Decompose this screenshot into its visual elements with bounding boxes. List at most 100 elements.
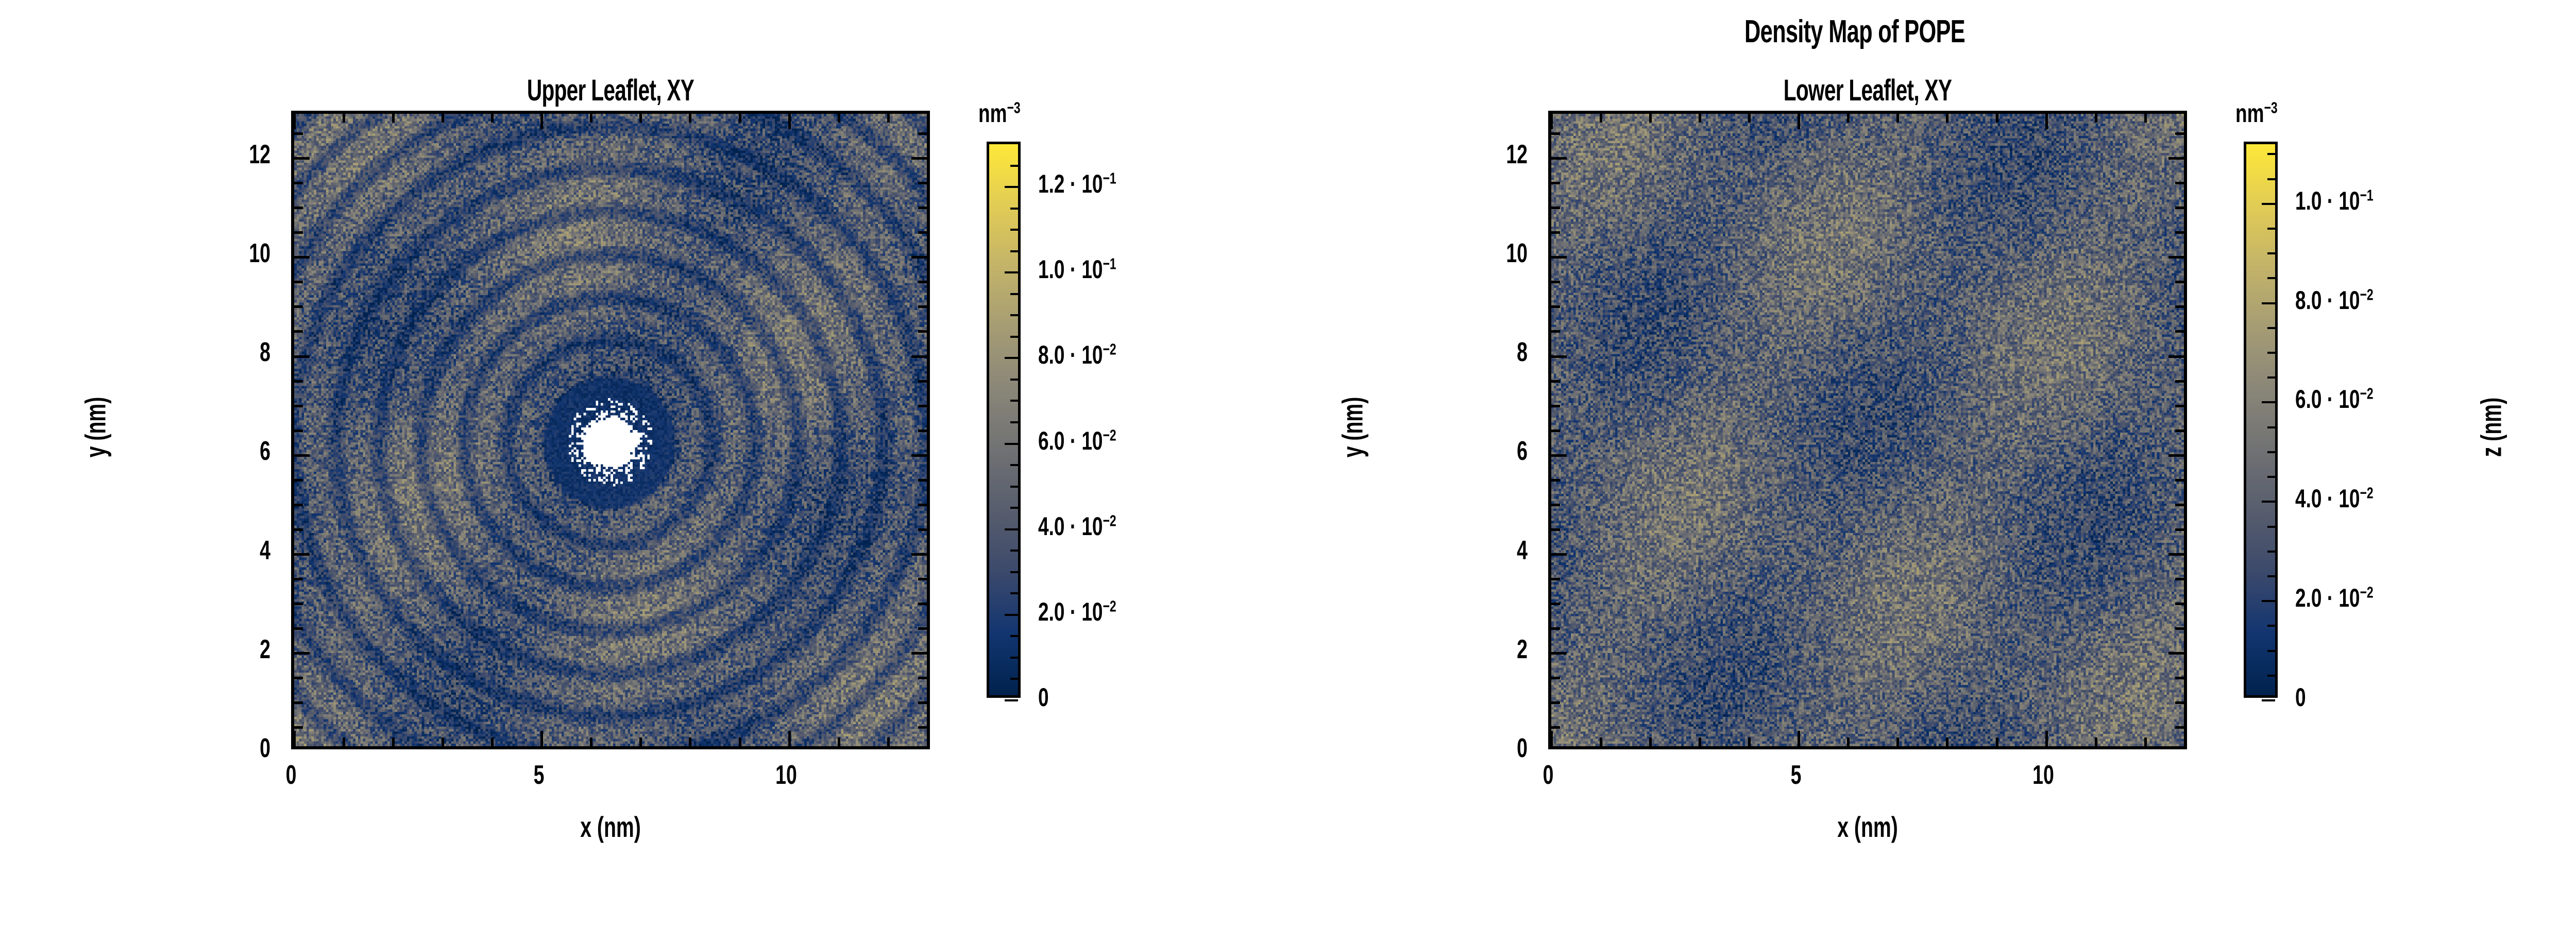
x-axis-minor-tick: [689, 737, 692, 746]
colorbar-unit-exponent: −3: [1007, 98, 1021, 117]
colorbar-unit-text: nm: [978, 99, 1007, 128]
colorbar-minor-tick: [2267, 376, 2275, 379]
y-axis-tick-label: 4: [2558, 185, 2576, 216]
x-axis-minor-tick: [2144, 737, 2147, 746]
colorbar-minor-tick: [1010, 571, 1018, 573]
colorbar-tick-label: 0: [2295, 683, 2306, 712]
x-axis-tick-label: 10: [775, 760, 798, 790]
x-axis-minor-tick: [1896, 114, 1900, 123]
x-axis-tick-label: 10: [2032, 760, 2055, 790]
colorbar-minor-tick: [2267, 227, 2275, 230]
x-axis-major-tick: [1551, 731, 1553, 746]
colorbar-major-tick: [1005, 613, 1018, 616]
colorbar-tick-label: 6.0 · 10−2: [2295, 384, 2374, 414]
colorbar-minor-tick: [2267, 649, 2275, 652]
x-axis-minor-tick: [1896, 737, 1900, 746]
y-axis-major-tick: [2168, 157, 2184, 160]
y-axis-minor-tick: [918, 603, 927, 606]
y-axis-minor-tick: [1551, 627, 1560, 630]
y-axis-minor-tick: [294, 503, 303, 506]
colorbar-tick-label: 1.0 · 10−1: [2295, 186, 2374, 215]
colorbar-tick-label: 2.0 · 10−2: [1038, 597, 1116, 626]
colorbar-minor-tick: [2267, 451, 2275, 453]
colorbar[interactable]: [2244, 142, 2278, 701]
y-axis-tick-label: 10: [249, 238, 270, 268]
x-axis-minor-tick: [1649, 114, 1652, 123]
y-axis-minor-tick: [294, 578, 303, 581]
y-axis-minor-tick: [294, 404, 303, 407]
y-axis-minor-tick: [1551, 281, 1560, 284]
x-axis-tick-label: 0: [285, 760, 297, 790]
colorbar-major-tick: [2262, 699, 2275, 701]
y-axis-tick-label: 2: [1517, 634, 1528, 664]
colorbar-unit-label: nm−3: [978, 98, 1021, 128]
y-axis-minor-tick: [918, 305, 927, 308]
y-axis-minor-tick: [918, 726, 927, 729]
colorbar-tick-label: 1.0 · 10−1: [1038, 254, 1116, 284]
y-axis-minor-tick: [1551, 380, 1560, 383]
x-axis-tick-label: 5: [1790, 760, 1802, 790]
y-axis-major-tick: [294, 256, 310, 259]
y-axis-minor-tick: [1551, 478, 1560, 482]
y-axis-major-tick: [2168, 652, 2184, 655]
y-axis-major-tick: [294, 157, 310, 160]
y-axis-minor-tick: [918, 701, 927, 705]
y-axis-minor-tick: [2175, 528, 2184, 531]
colorbar-major-tick: [2262, 302, 2275, 304]
y-axis-minor-tick: [294, 182, 303, 185]
x-axis-minor-tick: [1748, 737, 1751, 746]
x-axis-minor-tick: [2094, 114, 2097, 123]
y-axis-major-tick: [2168, 553, 2184, 556]
y-axis-minor-tick: [1551, 503, 1560, 506]
panel-title: Upper Leaflet, XY: [527, 74, 694, 107]
x-axis-minor-tick: [1748, 114, 1751, 123]
x-axis-minor-tick: [490, 737, 494, 746]
y-axis-tick-label: 6: [1517, 436, 1528, 467]
y-axis-minor-tick: [294, 207, 303, 210]
colorbar-minor-tick: [2267, 525, 2275, 528]
colorbar-tick-label: 0: [1038, 683, 1049, 712]
colorbar-minor-tick: [2267, 252, 2275, 255]
heatmap-axes[interactable]: [291, 111, 930, 749]
y-axis-major-tick: [1551, 553, 1567, 556]
x-axis-minor-tick: [1995, 114, 1998, 123]
colorbar-tick-label: 1.2 · 10−1: [1038, 169, 1116, 199]
colorbar-minor-tick: [2267, 575, 2275, 577]
x-axis-minor-tick: [441, 737, 444, 746]
colorbar-major-tick: [1005, 528, 1018, 530]
colorbar-minor-tick: [1010, 656, 1018, 659]
y-axis-minor-tick: [2175, 429, 2184, 432]
colorbar-minor-tick: [1010, 507, 1018, 509]
y-axis-minor-tick: [294, 305, 303, 308]
y-axis-minor-tick: [1551, 182, 1560, 185]
x-axis-minor-tick: [887, 737, 890, 746]
x-axis-minor-tick: [1649, 737, 1652, 746]
colorbar-minor-tick: [1010, 464, 1018, 467]
colorbar-minor-tick: [2267, 352, 2275, 354]
x-axis-minor-tick: [738, 737, 741, 746]
y-axis-minor-tick: [2175, 305, 2184, 308]
y-axis-minor-tick: [918, 132, 927, 135]
x-axis-minor-tick: [2144, 114, 2147, 123]
y-axis-minor-tick: [918, 528, 927, 531]
x-axis-major-tick: [294, 731, 296, 746]
y-axis-major-tick: [2168, 454, 2184, 457]
x-axis-label: x (nm): [1837, 811, 1898, 843]
colorbar-major-tick: [1005, 271, 1018, 274]
colorbar[interactable]: [987, 142, 1021, 701]
colorbar-minor-tick: [1010, 335, 1018, 338]
y-axis-major-tick: [911, 553, 927, 556]
colorbar-minor-tick: [1010, 421, 1018, 423]
heatmap-axes[interactable]: [1548, 111, 2187, 749]
y-axis-minor-tick: [294, 281, 303, 284]
y-axis-minor-tick: [1551, 207, 1560, 210]
colorbar-major-tick: [2262, 501, 2275, 503]
y-axis-tick-label: 8: [1517, 337, 1528, 367]
x-axis-major-tick: [1551, 114, 1553, 129]
colorbar-minor-tick: [2267, 674, 2275, 677]
x-axis-tick-label: 0: [1543, 760, 1554, 790]
y-axis-major-tick: [911, 157, 927, 160]
y-axis-minor-tick: [1551, 330, 1560, 333]
x-axis-minor-tick: [1698, 114, 1701, 123]
y-axis-minor-tick: [918, 380, 927, 383]
